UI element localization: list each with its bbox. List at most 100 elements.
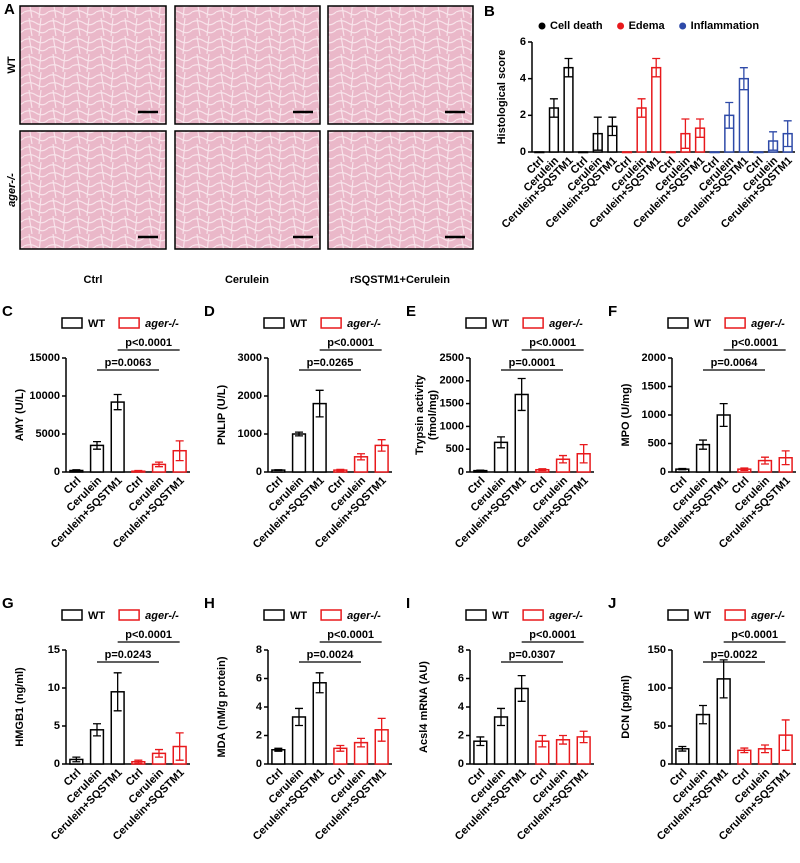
error-bar xyxy=(274,747,283,752)
y-tick-label: 1000 xyxy=(440,420,464,432)
error-bar xyxy=(295,707,303,727)
y-tick-label: 2 xyxy=(520,109,526,121)
error-bar xyxy=(652,57,661,78)
legend-swatch xyxy=(263,317,285,329)
panel-letter: F xyxy=(608,303,617,320)
p-value: p<0.0001 xyxy=(125,337,172,349)
legend-swatch xyxy=(61,317,83,329)
error-bar xyxy=(476,736,485,747)
y-tick-label: 4 xyxy=(520,73,527,85)
p-value: p=0.0243 xyxy=(105,649,152,661)
legend-label: WT xyxy=(694,610,711,622)
p-value: p=0.0063 xyxy=(105,357,152,369)
y-tick-label: 6 xyxy=(520,36,526,48)
p-value: p=0.0064 xyxy=(711,357,759,369)
error-bar xyxy=(377,439,386,452)
p-value: p<0.0001 xyxy=(731,337,778,349)
p-value: p=0.0265 xyxy=(307,357,354,369)
y-tick-label: 1000 xyxy=(238,428,262,440)
error-bar xyxy=(538,734,547,748)
error-bar xyxy=(93,723,101,737)
error-bar xyxy=(740,747,749,754)
panel-letter: H xyxy=(204,595,215,612)
micrograph xyxy=(327,5,474,125)
scale-bars xyxy=(138,110,465,239)
p-value: p<0.0001 xyxy=(529,337,576,349)
y-tick-label: 150 xyxy=(648,644,666,656)
error-bar xyxy=(315,672,324,694)
legend-swatch xyxy=(724,609,746,621)
column-label: Ctrl xyxy=(84,274,103,286)
error-bar xyxy=(134,759,143,764)
error-bar xyxy=(608,116,617,137)
error-bar xyxy=(113,393,122,411)
error-bar xyxy=(783,120,792,148)
error-bar xyxy=(93,440,101,450)
legend-swatch xyxy=(522,609,544,621)
y-tick-label: 4 xyxy=(458,701,465,713)
error-bar xyxy=(497,436,505,449)
y-axis-label: MDA (nM/g protein) xyxy=(216,656,228,757)
legend-swatch xyxy=(522,317,544,329)
y-tick-label: 10000 xyxy=(29,390,60,402)
y-tick-label: 1500 xyxy=(642,380,666,392)
error-bar xyxy=(113,672,122,712)
legend-label: WT xyxy=(290,610,307,622)
error-bar xyxy=(134,469,143,473)
error-bar xyxy=(315,389,324,418)
error-bar xyxy=(336,468,345,472)
error-bar xyxy=(579,443,588,464)
legend-label: WT xyxy=(492,318,509,330)
error-bar xyxy=(476,469,485,472)
y-tick-label: 0 xyxy=(54,758,60,770)
y-tick-label: 2 xyxy=(458,729,464,741)
legend-swatch xyxy=(724,317,746,329)
error-bar xyxy=(559,454,567,464)
legend-label: WT xyxy=(492,610,509,622)
y-tick-label: 4 xyxy=(256,701,263,713)
error-bar xyxy=(579,730,588,744)
y-tick-label: 8 xyxy=(256,644,262,656)
y-tick-label: 2000 xyxy=(238,390,262,402)
y-axis-label: Trypsin activity xyxy=(414,374,426,455)
legend-label: ager-/- xyxy=(145,318,179,330)
y-tick-label: 5000 xyxy=(36,428,60,440)
error-bar xyxy=(155,748,163,758)
micrograph xyxy=(19,130,167,250)
legend-label: Cell death xyxy=(550,20,603,32)
error-bar xyxy=(72,756,81,763)
y-axis-label: HMGB1 (ng/ml) xyxy=(14,667,26,747)
error-bar xyxy=(725,101,734,129)
y-tick-label: 100 xyxy=(648,682,666,694)
panel-letter: D xyxy=(204,303,215,320)
error-bar xyxy=(761,456,769,465)
legend-label: ager-/- xyxy=(549,610,583,622)
error-bar xyxy=(295,431,303,437)
y-tick-label: 0 xyxy=(256,466,262,478)
y-tick-label: 0 xyxy=(256,758,262,770)
error-bar xyxy=(740,467,749,471)
error-bar xyxy=(637,98,646,118)
legend-label: ager-/- xyxy=(751,610,785,622)
p-value: p<0.0001 xyxy=(731,629,778,641)
y-tick-label: 10 xyxy=(48,682,60,694)
error-bar xyxy=(681,118,690,149)
panel-letter: J xyxy=(608,595,616,612)
error-bar xyxy=(781,450,790,466)
panel-letter: I xyxy=(406,595,410,612)
y-tick-label: 6 xyxy=(256,672,262,684)
error-bar xyxy=(336,744,345,752)
y-tick-label: 500 xyxy=(446,443,464,455)
error-bar xyxy=(377,717,386,742)
legend-swatch xyxy=(61,609,83,621)
y-tick-label: 2500 xyxy=(440,352,464,364)
panel-letter: B xyxy=(484,3,495,20)
legend-label: ager-/- xyxy=(347,318,381,330)
error-bar xyxy=(549,98,558,118)
y-tick-label: 0 xyxy=(458,758,464,770)
legend-swatch xyxy=(118,317,140,329)
y-tick-label: 15 xyxy=(48,644,60,656)
bar xyxy=(312,682,327,765)
error-bar xyxy=(538,468,547,472)
